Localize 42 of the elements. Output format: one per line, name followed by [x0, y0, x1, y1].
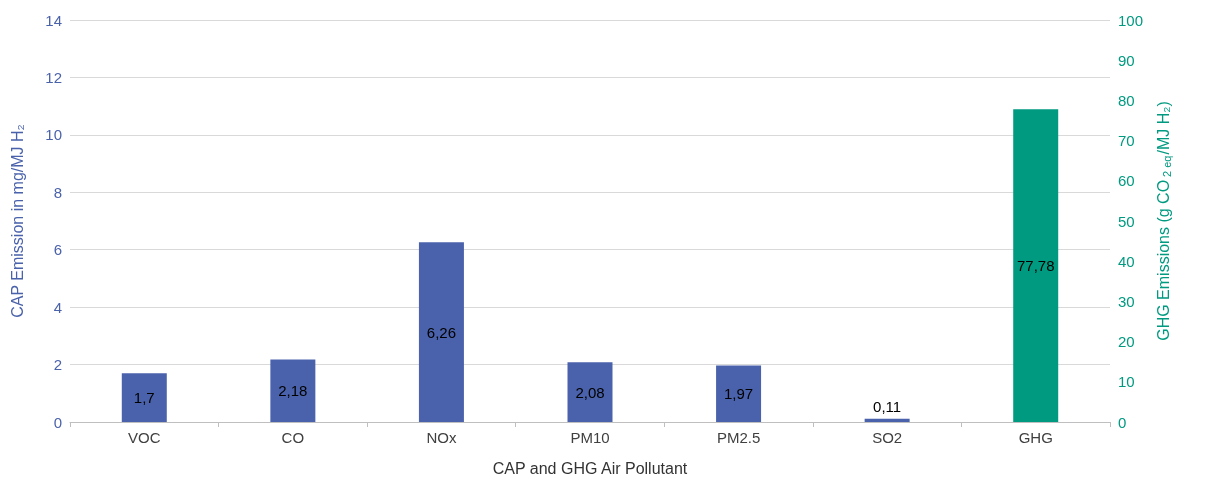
- data-label: 0,11: [873, 397, 902, 415]
- y2-tick-label: 10: [1118, 373, 1135, 391]
- bar: [864, 418, 910, 422]
- x-axis-title: CAP and GHG Air Pollutant: [492, 459, 688, 477]
- y-tick-label: 10: [45, 126, 62, 144]
- bar: [418, 242, 464, 422]
- data-label: 77,78: [1016, 257, 1055, 275]
- bar: [270, 359, 316, 422]
- bar: [567, 362, 613, 422]
- data-label: 2,08: [575, 383, 605, 401]
- x-tick-label: GHG: [1018, 429, 1053, 446]
- y2-tick-label: 80: [1118, 91, 1135, 109]
- bar: [121, 373, 167, 422]
- y-tick-label: 6: [53, 241, 62, 259]
- data-label: 1,7: [133, 389, 155, 407]
- y2-tick-label: 30: [1118, 292, 1135, 310]
- y-tick-label: 0: [53, 413, 62, 431]
- y2-tick-label: 100: [1118, 11, 1144, 29]
- x-tick-label: VOC: [128, 429, 161, 446]
- x-tick-label: SO2: [872, 429, 903, 446]
- y-tick-label: 12: [45, 68, 62, 86]
- y2-axis-title: GHG Emissions (g CO2 eq/MJ H₂): [1155, 101, 1173, 341]
- data-label: 6,26: [426, 323, 457, 341]
- y-tick-label: 14: [45, 11, 62, 29]
- bar: [716, 365, 762, 422]
- y2-tick-label: 40: [1118, 252, 1135, 270]
- y-tick-label: 8: [53, 183, 62, 201]
- data-label: 2,18: [278, 382, 308, 400]
- y-tick-label: 2: [53, 356, 62, 374]
- y2-tick-label: 70: [1118, 132, 1135, 150]
- y-tick-label: 4: [53, 298, 62, 316]
- y2-tick-label: 0: [1118, 413, 1127, 431]
- y2-tick-label: 90: [1118, 51, 1135, 69]
- y2-tick-label: 50: [1118, 212, 1135, 230]
- x-tick-label: NOx: [426, 429, 457, 446]
- y2-tick-label: 20: [1118, 333, 1135, 351]
- x-tick-label: PM2.5: [716, 429, 761, 446]
- data-label: 1,97: [723, 385, 754, 403]
- x-tick-label: PM10: [570, 429, 610, 446]
- y-axis-title: CAP Emission in mg/MJ H₂: [8, 124, 26, 318]
- y2-tick-label: 60: [1118, 172, 1135, 190]
- x-tick-label: CO: [281, 429, 305, 446]
